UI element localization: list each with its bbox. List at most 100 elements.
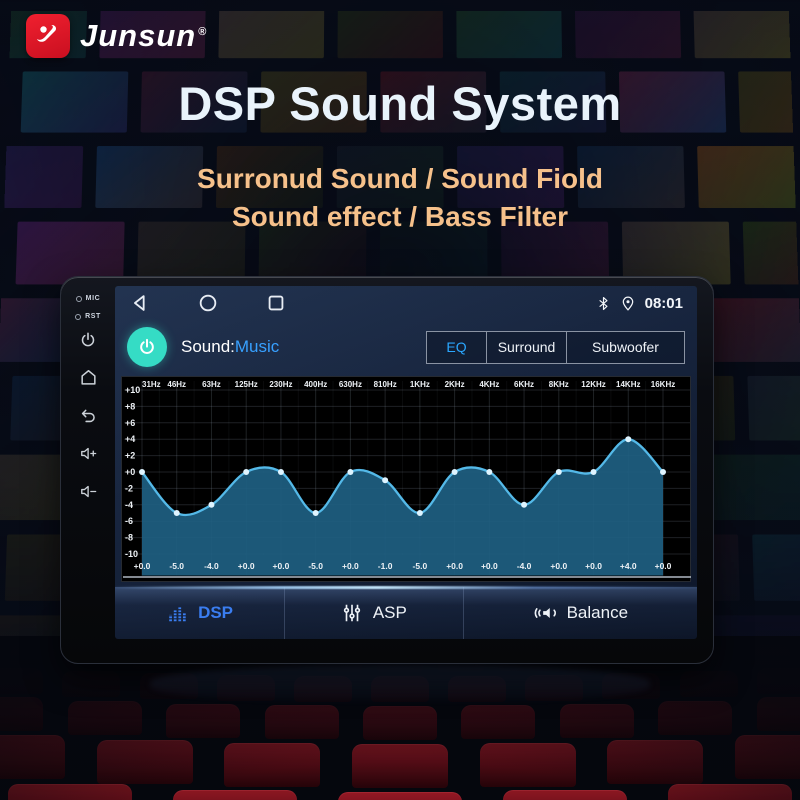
eq-axis-label: 14KHz xyxy=(616,380,640,389)
eq-axis-label: +0.0 xyxy=(550,561,567,571)
eq-area-fill xyxy=(142,439,663,576)
brand-logo-icon xyxy=(26,14,70,58)
eq-band-handle[interactable] xyxy=(347,469,354,475)
eq-axis-label: 12KHz xyxy=(581,380,605,389)
subtitle-line-1: Surronud Sound / Sound Fiold xyxy=(197,163,603,194)
volume-up-icon xyxy=(80,447,96,460)
eq-band-handle[interactable] xyxy=(416,510,423,516)
sound-source-label: Sound:Music xyxy=(181,337,280,356)
power-button[interactable] xyxy=(79,331,97,349)
segment-surround[interactable]: Surround xyxy=(486,331,566,363)
registered-mark: ® xyxy=(198,25,208,38)
volume-up-button[interactable] xyxy=(79,444,98,463)
nav-recents-square-icon xyxy=(268,295,284,311)
eq-axis-label: 230Hz xyxy=(269,380,292,389)
sliders-icon xyxy=(343,604,361,622)
volume-down-icon xyxy=(80,485,96,498)
clock: 08:01 xyxy=(644,294,683,312)
segment-eq[interactable]: EQ xyxy=(427,331,486,363)
eq-band-handle[interactable] xyxy=(382,477,389,484)
page-title: DSP Sound System xyxy=(178,77,622,130)
eq-band-handle[interactable] xyxy=(451,469,458,475)
bluetooth-icon[interactable] xyxy=(596,295,611,312)
eq-band-handle[interactable] xyxy=(173,510,180,516)
eq-axis-label: 63Hz xyxy=(202,380,221,389)
back-button[interactable] xyxy=(79,406,98,425)
eq-axis-label: +4 xyxy=(125,434,135,444)
eq-axis-label: 630Hz xyxy=(339,380,362,389)
eq-axis-label: 31Hz xyxy=(142,380,161,389)
brand-logo: Junsun ® xyxy=(26,14,207,58)
eq-chart: 31Hz 46Hz 63Hz 125Hz 230Hz 400Hz 630Hz 810Hz 1KH… xyxy=(123,380,691,578)
volume-down-button[interactable] xyxy=(79,482,98,501)
mic-label: MIC xyxy=(85,295,101,302)
eq-axis-label: +0.0 xyxy=(273,561,290,571)
eq-axis-label: 810Hz xyxy=(374,380,397,389)
swoosh-icon xyxy=(37,25,57,42)
eq-band-handle[interactable] xyxy=(625,436,632,443)
home-button[interactable] xyxy=(79,368,98,387)
eq-axis-label: -6 xyxy=(125,516,133,526)
eq-axis-label: 1KHz xyxy=(410,380,430,389)
reset-port: RST xyxy=(75,313,101,320)
eq-axis-label: -4.0 xyxy=(517,561,532,571)
speaker-waves-icon xyxy=(534,608,556,618)
return-arrow-icon xyxy=(81,409,95,423)
eq-band-handle[interactable] xyxy=(208,501,215,508)
home-icon xyxy=(80,370,96,385)
sound-source-row: Sound:Music EQ Surround Subwoofer xyxy=(115,320,697,374)
eq-band-handle[interactable] xyxy=(312,510,319,516)
eq-axis-label: +0.0 xyxy=(481,561,498,571)
eq-axis-label: 46Hz xyxy=(167,380,186,389)
location-icon[interactable] xyxy=(620,295,636,312)
segment-subwoofer[interactable]: Subwoofer xyxy=(566,331,684,363)
eq-band-handle[interactable] xyxy=(243,469,250,475)
mic-hole-icon xyxy=(75,295,82,302)
eq-axis-label: +0.0 xyxy=(585,561,602,571)
eq-axis-label: -5.0 xyxy=(169,561,184,571)
tab-dsp-label: DSP xyxy=(198,603,234,622)
eq-axis-label: +0.0 xyxy=(655,561,672,571)
status-bar: 08:01 xyxy=(115,286,697,320)
eq-axis-label: 6KHz xyxy=(514,380,534,389)
audio-mode-switcher: EQ Surround Subwoofer xyxy=(426,330,685,364)
nav-home-circle-icon xyxy=(199,294,217,312)
reset-label: RST xyxy=(85,313,101,320)
eq-band-handle[interactable] xyxy=(486,469,493,475)
tab-balance-label: Balance xyxy=(566,603,629,622)
eq-axis-label: +0.0 xyxy=(342,561,359,571)
tab-dsp[interactable]: DSP xyxy=(115,587,284,639)
eq-axis-label: 4KHz xyxy=(479,380,499,389)
eq-axis-label: -5.0 xyxy=(413,561,428,571)
eq-axis-label: 2KHz xyxy=(445,380,465,389)
nav-home-button[interactable] xyxy=(197,292,219,314)
eq-axis-label: -8 xyxy=(125,533,133,543)
eq-axis-label: 125Hz xyxy=(235,380,258,389)
eq-axis-label: +4.0 xyxy=(620,561,637,571)
eq-band-handle[interactable] xyxy=(139,469,145,475)
tab-asp-label: ASP xyxy=(372,603,407,622)
eq-axis-label: 8KHz xyxy=(549,380,569,389)
eq-band-handle[interactable] xyxy=(521,501,528,508)
status-right-cluster: 08:01 xyxy=(596,295,683,312)
eq-axis-label: -2 xyxy=(125,483,133,493)
nav-recents-button[interactable] xyxy=(265,292,287,314)
eq-band-handle[interactable] xyxy=(277,469,284,475)
sound-source-value: Music xyxy=(234,337,280,356)
eq-axis-label: +0.0 xyxy=(446,561,463,571)
sound-power-button[interactable] xyxy=(127,327,167,367)
eq-axis-label: +2 xyxy=(125,451,135,461)
eq-band-handle[interactable] xyxy=(555,469,562,475)
eq-axis-label: -1.0 xyxy=(378,561,393,571)
nav-back-button[interactable] xyxy=(129,292,151,314)
eq-axis-label: +0.0 xyxy=(238,561,255,571)
tab-asp[interactable]: ASP xyxy=(284,587,463,639)
eq-chart-container: 31Hz 46Hz 63Hz 125Hz 230Hz 400Hz 630Hz 810Hz 1KH… xyxy=(121,376,691,582)
eq-band-handle[interactable] xyxy=(660,469,666,475)
device-reflection xyxy=(150,664,650,704)
eq-axis-label: -4 xyxy=(125,500,133,510)
eq-band-handle[interactable] xyxy=(590,469,597,475)
reset-hole-icon xyxy=(75,313,82,320)
device-side-panel: MIC RST xyxy=(61,277,115,663)
tab-balance[interactable]: Balance xyxy=(462,587,697,639)
